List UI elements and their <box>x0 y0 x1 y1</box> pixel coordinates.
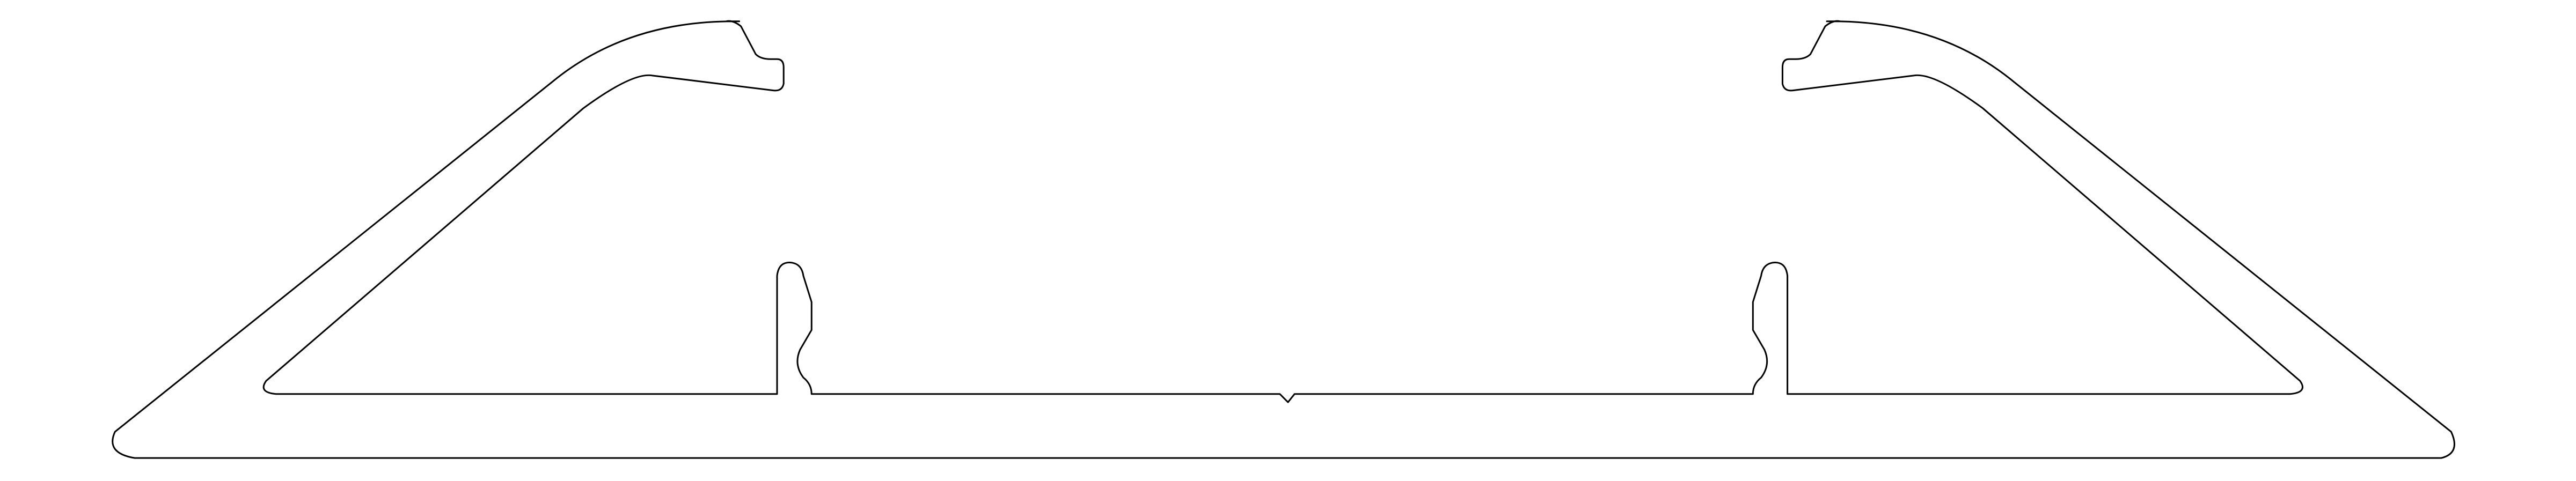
profile-outer-contour <box>113 21 2455 458</box>
